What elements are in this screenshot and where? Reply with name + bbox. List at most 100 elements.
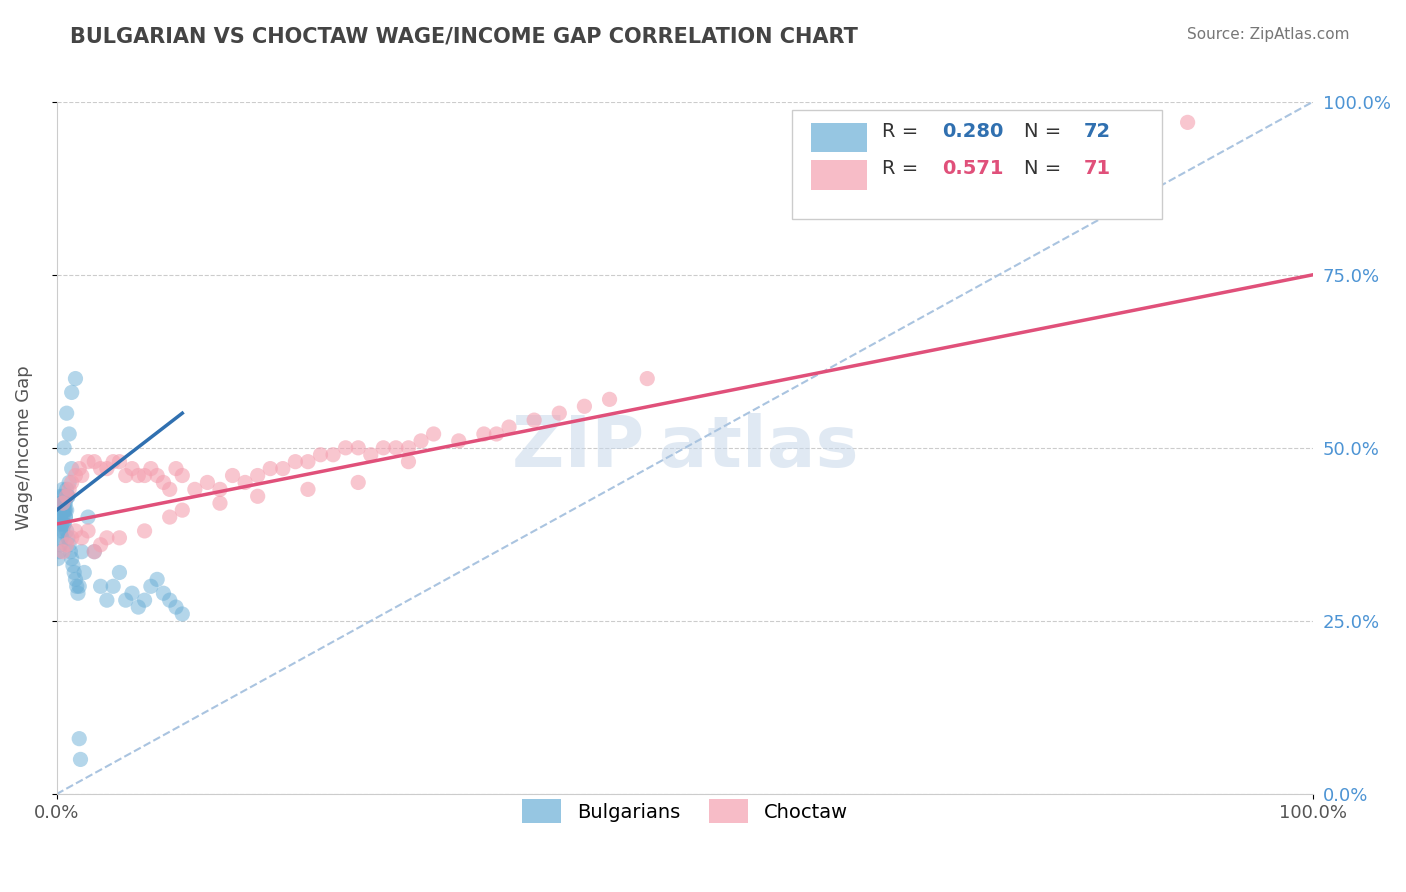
- Text: ZIP atlas: ZIP atlas: [512, 413, 858, 483]
- Point: [53, 503, 76, 517]
- Point: [139, 579, 162, 593]
- Point: [53, 516, 76, 531]
- Point: [90, 538, 112, 552]
- Point: [65, 573, 87, 587]
- Point: [96, 593, 118, 607]
- Text: 0.571: 0.571: [942, 160, 1004, 178]
- Text: R =: R =: [882, 122, 925, 141]
- Point: [184, 483, 207, 497]
- Point: [49, 510, 72, 524]
- Point: [59, 544, 82, 558]
- Point: [52, 544, 75, 558]
- Point: [70, 468, 93, 483]
- Point: [55, 510, 77, 524]
- Point: [67, 579, 90, 593]
- Point: [309, 448, 332, 462]
- Point: [53, 503, 76, 517]
- Point: [58, 427, 80, 442]
- Point: [271, 461, 294, 475]
- Text: N =: N =: [1024, 122, 1067, 141]
- Point: [66, 579, 89, 593]
- Point: [65, 524, 87, 538]
- Point: [70, 544, 93, 558]
- Point: [53, 496, 76, 510]
- Point: [55, 503, 77, 517]
- Point: [1177, 115, 1199, 129]
- Point: [60, 475, 83, 490]
- Point: [52, 524, 75, 538]
- Point: [121, 586, 143, 600]
- Point: [69, 752, 91, 766]
- Point: [77, 455, 100, 469]
- Point: [62, 558, 84, 573]
- Point: [152, 475, 174, 490]
- Point: [152, 586, 174, 600]
- Point: [108, 455, 131, 469]
- Point: [67, 731, 90, 746]
- Point: [60, 531, 83, 545]
- Point: [52, 496, 75, 510]
- Point: [83, 544, 105, 558]
- Point: [398, 441, 420, 455]
- Point: [49, 524, 72, 538]
- Point: [108, 531, 131, 545]
- Point: [55, 406, 77, 420]
- Point: [146, 573, 169, 587]
- Text: 71: 71: [1083, 160, 1111, 178]
- Point: [70, 531, 93, 545]
- Point: [347, 441, 370, 455]
- Point: [58, 483, 80, 497]
- Point: [52, 483, 75, 497]
- Point: [77, 524, 100, 538]
- Point: [101, 579, 124, 593]
- Point: [172, 503, 194, 517]
- Point: [335, 441, 357, 455]
- Point: [221, 468, 243, 483]
- Text: BULGARIAN VS CHOCTAW WAGE/INCOME GAP CORRELATION CHART: BULGARIAN VS CHOCTAW WAGE/INCOME GAP COR…: [70, 27, 858, 46]
- Point: [447, 434, 470, 448]
- Point: [172, 607, 194, 621]
- Point: [51, 496, 73, 510]
- Point: [46, 551, 69, 566]
- Point: [52, 510, 75, 524]
- Point: [55, 483, 77, 497]
- Point: [55, 524, 77, 538]
- Point: [55, 510, 77, 524]
- Point: [134, 468, 156, 483]
- Point: [574, 399, 596, 413]
- Point: [58, 475, 80, 490]
- Point: [67, 461, 90, 475]
- Point: [127, 468, 149, 483]
- Point: [55, 538, 77, 552]
- Point: [55, 503, 77, 517]
- Point: [65, 468, 87, 483]
- Point: [121, 461, 143, 475]
- FancyBboxPatch shape: [811, 161, 868, 189]
- Point: [297, 455, 319, 469]
- Point: [134, 593, 156, 607]
- Point: [53, 516, 76, 531]
- Point: [51, 516, 73, 531]
- Point: [108, 566, 131, 580]
- Point: [284, 455, 307, 469]
- Point: [56, 489, 79, 503]
- Point: [90, 579, 112, 593]
- Point: [52, 489, 75, 503]
- FancyBboxPatch shape: [792, 110, 1163, 219]
- Point: [73, 566, 96, 580]
- Point: [55, 496, 77, 510]
- Point: [77, 510, 100, 524]
- Point: [165, 461, 187, 475]
- Point: [599, 392, 621, 407]
- Text: R =: R =: [882, 160, 925, 178]
- Point: [60, 385, 83, 400]
- Point: [55, 489, 77, 503]
- Point: [49, 538, 72, 552]
- Point: [63, 566, 86, 580]
- Text: 0.280: 0.280: [942, 122, 1004, 141]
- Point: [56, 531, 79, 545]
- Legend: Bulgarians, Choctaw: Bulgarians, Choctaw: [513, 789, 858, 833]
- Point: [52, 503, 75, 517]
- Point: [83, 455, 105, 469]
- Point: [53, 441, 76, 455]
